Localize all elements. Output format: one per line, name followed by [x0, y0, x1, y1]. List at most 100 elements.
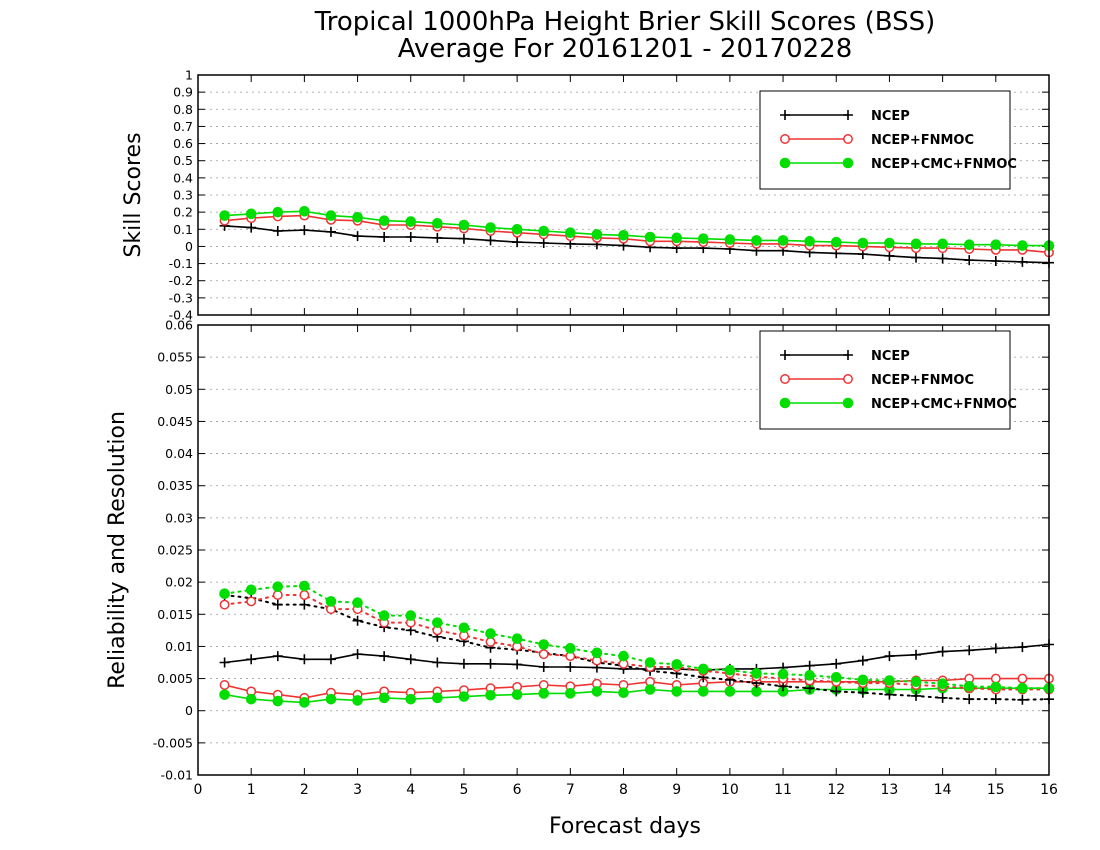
- top-series-ncep-cmc-fnmoc-point: [591, 229, 603, 240]
- bottom-series-ncep-cmc-fnmoc-resolution-point: [857, 674, 869, 686]
- top-series-ncep-point: [964, 255, 975, 266]
- top-y-tick-label: 1: [185, 68, 193, 83]
- bottom-series-ncep-cmc-fnmoc-resolution-point: [884, 675, 895, 686]
- bottom-series-ncep-cmc-fnmoc-resolution-point: [804, 670, 815, 681]
- top-series-ncep-point: [325, 226, 336, 237]
- top-series-ncep-cmc-fnmoc-point: [325, 210, 337, 221]
- bottom-series-ncep-cmc-fnmoc-reliability-point: [591, 686, 603, 697]
- x-tick-label: 5: [459, 782, 468, 798]
- top-series-ncep-cmc-fnmoc-point: [804, 235, 815, 247]
- bottom-series-ncep-cmc-fnmoc-resolution-point: [405, 610, 417, 621]
- bottom-series-ncep-fnmoc-reliability-point: [1017, 673, 1028, 684]
- top-y-tick-label: 0.7: [173, 119, 193, 134]
- top-series-ncep-cmc-fnmoc-point: [751, 235, 762, 246]
- bottom-series-ncep-reliability-point: [565, 662, 576, 672]
- bottom-series-ncep-cmc-fnmoc-reliability-point: [644, 684, 656, 695]
- top-series-ncep-point: [990, 256, 1001, 266]
- bottom-y-tick-label: 0.01: [165, 639, 193, 654]
- bottom-series-ncep-cmc-fnmoc-resolution-point: [511, 633, 523, 645]
- bottom-series-ncep-resolution-line: [223, 594, 1050, 701]
- bottom-series-ncep-cmc-fnmoc-reliability-point: [618, 687, 629, 699]
- top-y-tick-label: 0.9: [173, 85, 193, 100]
- top-legend-marker: [843, 110, 853, 120]
- bottom-series-ncep-cmc-fnmoc-resolution-point: [777, 668, 789, 680]
- top-series-ncep-cmc-fnmoc-point: [884, 237, 895, 249]
- x-tick-label: 4: [406, 782, 415, 798]
- bottom-series-ncep-reliability-point: [937, 646, 948, 657]
- top-y-tick-label: 0.3: [173, 188, 193, 203]
- top-plot-frame: [197, 74, 1050, 316]
- bottom-legend-marker: [780, 350, 790, 360]
- top-series-ncep-cmc-fnmoc-point: [830, 236, 842, 248]
- bottom-series-ncep-resolution-point: [911, 690, 922, 701]
- bottom-series-ncep-reliability-point: [884, 651, 895, 662]
- chart-subtitle: Average For 20161201 - 20170228: [398, 34, 853, 64]
- bottom-legend-marker: [843, 374, 853, 384]
- bottom-series-ncep-resolution-point: [352, 615, 363, 626]
- bottom-y-axis-label: Reliability and Resolution: [105, 411, 130, 689]
- bottom-series-ncep-cmc-fnmoc-reliability-point: [538, 688, 550, 699]
- bottom-series-ncep-cmc-fnmoc-resolution: [219, 580, 1055, 694]
- top-series-ncep-cmc-fnmoc-point: [432, 217, 443, 229]
- bottom-series-ncep-cmc-fnmoc-resolution-point: [963, 680, 975, 692]
- x-tick-label: 10: [721, 782, 739, 798]
- bottom-series-ncep-cmc-fnmoc-reliability-point: [245, 693, 257, 705]
- x-tick-label: 12: [827, 782, 845, 798]
- bottom-y-tick-label: 0.05: [165, 382, 193, 397]
- bottom-legend-label-ncep-fnmoc: NCEP+FNMOC: [871, 373, 974, 388]
- bottom-series-ncep-cmc-fnmoc-resolution-point: [644, 657, 656, 668]
- bottom-series-ncep-reliability-point: [538, 662, 549, 672]
- bottom-series-ncep-cmc-fnmoc-resolution-point: [1017, 682, 1028, 694]
- top-series-ncep-point: [884, 250, 895, 261]
- x-tick-label: 7: [566, 782, 575, 798]
- top-legend-marker: [780, 134, 790, 144]
- bottom-series-ncep-cmc-fnmoc-reliability-point: [405, 693, 417, 705]
- bottom-series-ncep-cmc-fnmoc-resolution-point: [458, 622, 470, 634]
- top-series-ncep-point: [458, 233, 469, 244]
- top-series-ncep-cmc-fnmoc-point: [485, 222, 496, 233]
- top-series-ncep: [219, 220, 1054, 268]
- bottom-series-ncep-fnmoc-reliability-point: [219, 680, 230, 690]
- x-tick-label: 3: [353, 782, 362, 798]
- top-series-ncep-cmc-fnmoc: [219, 205, 1055, 251]
- bottom-series-ncep-resolution-point: [990, 694, 1001, 705]
- top-y-axis-label: Skill Scores: [121, 132, 146, 257]
- top-series-ncep-point: [299, 225, 310, 236]
- top-series-ncep-cmc-fnmoc-point: [697, 233, 709, 245]
- bottom-series-ncep-resolution-point: [937, 692, 948, 703]
- bottom-series-ncep-reliability-point: [432, 657, 443, 668]
- bottom-series-ncep-cmc-fnmoc-resolution-point: [671, 659, 682, 670]
- top-series-ncep-cmc-fnmoc-point: [644, 231, 656, 243]
- bottom-series-ncep-cmc-fnmoc-reliability-point: [272, 695, 284, 707]
- bottom-series-ncep-reliability-point: [964, 645, 975, 656]
- bottom-series-ncep-reliability-point: [857, 655, 868, 666]
- x-tick-label: 8: [619, 782, 628, 798]
- bottom-series-ncep-cmc-fnmoc-resolution-point: [565, 643, 576, 654]
- bottom-legend: NCEP NCEP+FNMOC NCEP+CMC+FNMOC: [759, 330, 1017, 430]
- top-y-tick-label: -0.3: [169, 290, 193, 305]
- bottom-legend-box: [759, 330, 1011, 430]
- top-series-ncep-cmc-fnmoc-point: [857, 237, 869, 249]
- top-series-ncep-point: [432, 232, 443, 243]
- bottom-legend-label-ncep-cmc-fnmoc: NCEP+CMC+FNMOC: [871, 397, 1017, 412]
- bottom-series-ncep-resolution-point: [857, 687, 868, 698]
- top-legend-marker: [843, 134, 853, 144]
- top-series-ncep-cmc-fnmoc-point: [458, 219, 470, 231]
- top-series-ncep-cmc-fnmoc-point: [618, 229, 629, 241]
- top-series-ncep-point: [911, 252, 922, 263]
- bottom-series-ncep-cmc-fnmoc-resolution-point: [299, 580, 310, 592]
- bottom-y-tick-label: 0.015: [157, 607, 193, 622]
- top-series-ncep-cmc-fnmoc-point: [963, 239, 975, 251]
- bottom-series-ncep-cmc-fnmoc-reliability-point: [325, 693, 337, 705]
- bottom-series-ncep-cmc-fnmoc-reliability-point: [458, 691, 470, 702]
- bottom-series-ncep-fnmoc-reliability-point: [538, 680, 549, 690]
- bottom-series-ncep-cmc-fnmoc-resolution-point: [751, 668, 762, 679]
- top-y-tick-label: 0.2: [173, 205, 193, 220]
- top-legend-label-ncep-cmc-fnmoc: NCEP+CMC+FNMOC: [871, 157, 1017, 172]
- top-series-ncep-point: [1017, 256, 1028, 267]
- bottom-y-tick-label: 0.025: [157, 543, 193, 558]
- top-legend-label-ncep-fnmoc: NCEP+FNMOC: [871, 133, 974, 148]
- bottom-series-ncep-fnmoc-resolution-point: [272, 590, 283, 600]
- bottom-plot-frame: [197, 324, 1050, 776]
- x-tick-label: 13: [881, 782, 899, 798]
